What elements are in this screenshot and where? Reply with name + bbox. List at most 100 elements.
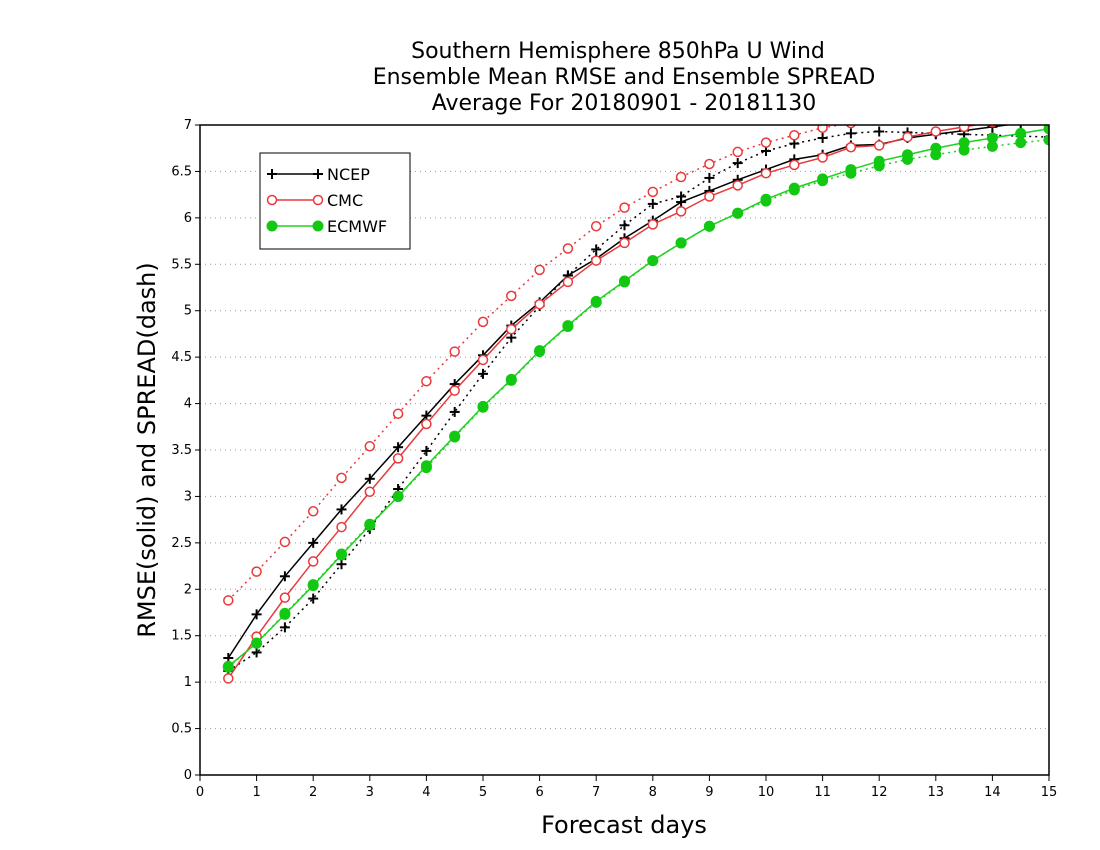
ncep-spread-point: [817, 133, 828, 143]
ncep-rmse-point: [1048, 125, 1049, 126]
ecmwf-rmse-point: [590, 295, 602, 307]
ecmwf-rmse-point: [1043, 125, 1049, 135]
ecmwf-rmse-point: [703, 220, 715, 232]
ecmwf-rmse-point: [562, 320, 574, 332]
cmc-spread-point: [1016, 113, 1025, 122]
legend-marker: [312, 194, 324, 206]
x-axis-ticks: 0 1 2 3 4 5 6 7 8 9 10 11 12 13 14 15: [196, 775, 1057, 800]
x-tick-label: 10: [758, 785, 775, 800]
ncep-spread-point: [619, 220, 630, 231]
cmc-spread-point: [364, 441, 376, 452]
ncep-spread-point: [732, 158, 743, 169]
y-tick-label: 6.5: [171, 164, 192, 179]
ecmwf-rmse-point: [1015, 127, 1027, 139]
y-tick-label: 4: [184, 397, 192, 412]
ecmwf-rmse-point: [222, 660, 234, 672]
cmc-rmse-point: [307, 556, 319, 567]
cmc-spread-point: [845, 125, 856, 129]
legend-label: CMC: [327, 191, 363, 210]
cmc-spread-point: [336, 472, 347, 484]
ncep-rmse-point: [364, 473, 375, 484]
y-tick-label: 2.5: [171, 536, 192, 551]
y-tick-label: 1: [184, 675, 192, 690]
ecmwf-rmse-point: [392, 490, 404, 502]
cmc-rmse-point: [223, 673, 234, 684]
ncep-spread-point: [308, 593, 319, 604]
cmc-spread-point: [760, 137, 772, 148]
cmc-spread-point: [223, 595, 234, 606]
legend-item-ecmwf: ECMWF: [266, 217, 387, 236]
cmc-rmse-point: [477, 354, 489, 366]
chart-title: Southern Hemisphere 850hPa U Wind Ensemb…: [373, 39, 876, 116]
ncep-rmse-point: [676, 197, 687, 208]
cmc-spread-point: [477, 316, 489, 328]
ecmwf-rmse-point: [930, 142, 942, 154]
x-tick-label: 2: [309, 785, 317, 800]
x-tick-label: 9: [705, 785, 713, 800]
ncep-spread-point: [647, 198, 658, 209]
cmc-spread-point: [421, 376, 432, 387]
y-tick-label: 3.5: [171, 443, 192, 458]
ncep-spread-point: [251, 647, 262, 658]
legend-marker: [266, 194, 278, 206]
y-tick-label: 7: [184, 118, 192, 133]
ecmwf-rmse-point: [873, 155, 885, 167]
x-tick-label: 11: [814, 785, 831, 800]
cmc-spread-point: [1045, 114, 1054, 123]
cmc-rmse-point: [590, 255, 602, 266]
cmc-rmse-point: [421, 418, 432, 430]
ecmwf-rmse-point: [986, 132, 998, 144]
ecmwf-rmse-point: [534, 345, 546, 357]
cmc-rmse-point: [534, 298, 545, 310]
ecmwf-rmse-point: [505, 373, 517, 385]
cmc-spread-point: [506, 290, 517, 302]
legend-item-cmc: CMC: [266, 191, 363, 210]
ecmwf-rmse-point: [336, 549, 347, 561]
ecmwf-rmse-point: [902, 149, 913, 161]
cmc-spread-point: [392, 408, 404, 420]
ecmwf-spread-point: [1015, 137, 1027, 149]
cmc-rmse-point: [845, 142, 857, 153]
legend-marker: [266, 220, 278, 232]
cmc-spread-point: [732, 146, 743, 158]
y-tick-label: 0: [184, 768, 192, 783]
legend-marker: [267, 169, 277, 179]
ncep-rmse-point: [336, 504, 347, 515]
title-line-3: Average For 20180901 - 20181130: [432, 91, 817, 116]
x-tick-label: 1: [252, 785, 260, 800]
y-axis-ticks: 0 0.5 1 1.5 2 2.5 3 3.5 4 4.5 5 5.5 6 6.5 7: [171, 118, 200, 783]
legend-marker: [312, 220, 324, 232]
cmc-rmse-point: [279, 592, 291, 603]
ncep-spread-point: [449, 406, 460, 417]
cmc-rmse-series: [223, 125, 997, 684]
cmc-rmse-point: [902, 131, 913, 143]
ecmwf-rmse-point: [477, 400, 489, 412]
ecmwf-rmse-point: [845, 164, 857, 176]
ecmwf-rmse-point: [307, 580, 319, 592]
cmc-spread-point: [931, 111, 940, 120]
ncep-spread-point: [704, 172, 715, 183]
cmc-spread-point: [562, 243, 574, 254]
ecmwf-rmse-point: [251, 637, 263, 649]
cmc-rmse-point: [930, 126, 942, 137]
cmc-spread-point: [675, 171, 687, 183]
legend: NCEP CMC ECMWF: [259, 152, 411, 250]
gridlines: [200, 170, 1049, 730]
y-tick-label: 0.5: [171, 722, 192, 737]
cmc-rmse-point: [392, 453, 404, 464]
ecmwf-spread-point: [1043, 134, 1049, 146]
ncep-spread-point: [336, 559, 347, 570]
cmc-rmse-point: [506, 324, 517, 335]
ecmwf-rmse-point: [619, 275, 630, 287]
ncep-spread-point: [874, 126, 885, 137]
y-tick-label: 2: [184, 582, 192, 597]
cmc-spread-point: [647, 186, 659, 198]
series-layer: [222, 111, 1054, 684]
legend-label: ECMWF: [327, 217, 387, 236]
cmc-spread-point: [988, 112, 997, 121]
cmc-spread-point: [534, 264, 545, 276]
cmc-rmse-point: [732, 180, 743, 191]
x-tick-label: 12: [871, 785, 888, 800]
ecmwf-rmse-point: [732, 207, 744, 219]
